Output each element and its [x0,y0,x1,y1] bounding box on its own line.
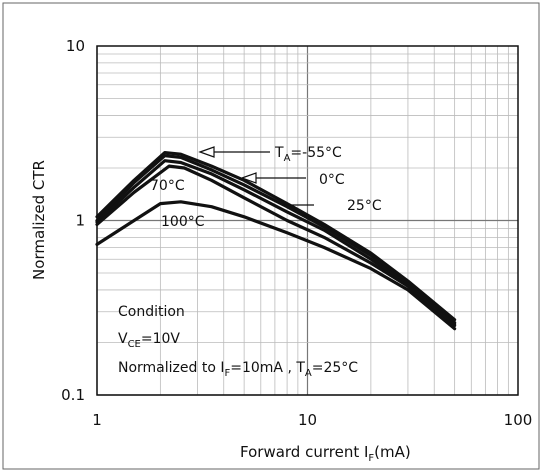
series-line-3 [95,164,457,328]
x-tick-label: 10 [298,411,317,429]
label-100c: 100°C [161,214,205,230]
y-tick-label: 10 [66,37,85,55]
condition-vce: VCE=10V [118,331,180,350]
label-70c: 70°C [150,178,185,194]
grid [96,46,518,396]
label-minus55: TA=-55°C [274,145,342,164]
annotation-arrows [198,146,314,206]
series-line-0 [95,151,457,322]
tick-labels: 1 10 100 0.1 1 10 [61,37,532,429]
arrowhead-zero [240,172,257,184]
y-tick-label: 1 [75,212,85,230]
series-layer [95,151,457,331]
condition-normalized: Normalized to IF=10mA , TA=25°C [118,360,358,379]
y-axis-title: Normalized CTR [30,160,48,280]
series-line-2 [95,159,457,326]
x-axis-title: Forward current IF(mA) [240,443,411,464]
label-0c: 0°C [319,172,345,188]
series-line-1 [95,154,457,325]
series-line-4 [95,200,457,331]
arrowhead-minus55 [198,146,215,158]
x-tick-label: 100 [504,411,533,429]
label-25c: 25°C [347,198,382,214]
y-tick-label: 0.1 [61,386,85,404]
condition-label: Condition [118,304,185,320]
x-tick-label: 1 [92,411,102,429]
